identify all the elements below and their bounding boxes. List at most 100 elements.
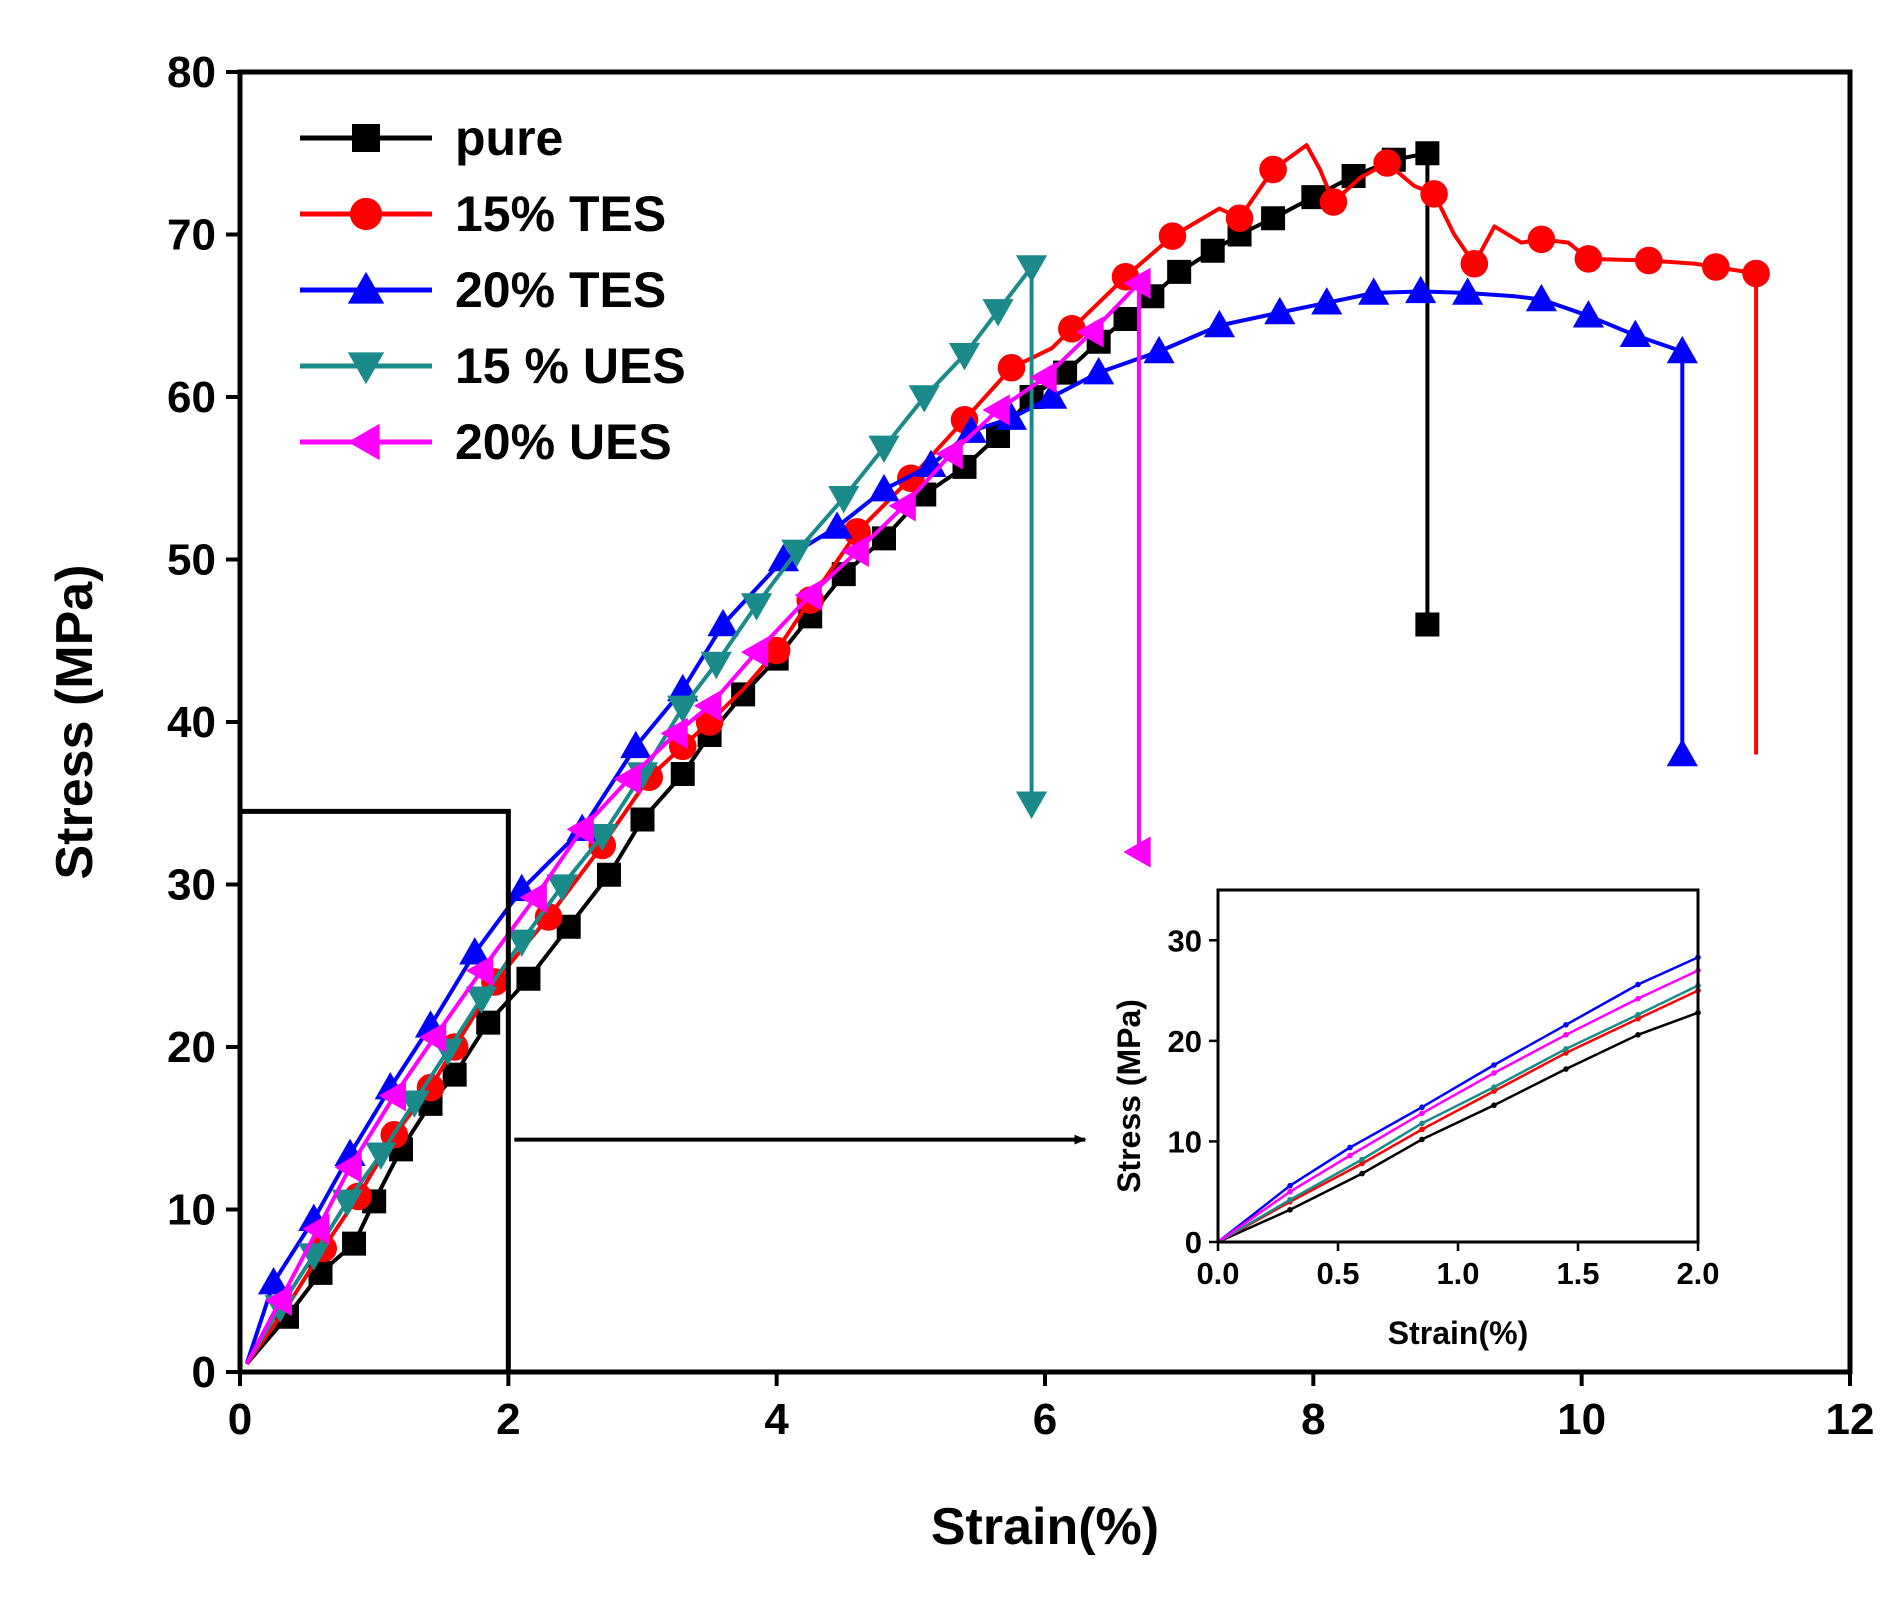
inset-series-line-20-ues [1217, 969, 1699, 1244]
y-axis-label: Stress (MPa) [46, 565, 104, 880]
inset-data-point-20-ues [1491, 1070, 1497, 1076]
data-point-20-tes [995, 402, 1028, 430]
inset-series-line-15-tes [1217, 989, 1699, 1244]
data-point-15-ues [982, 299, 1014, 327]
x-tick-label: 12 [1826, 1395, 1875, 1444]
legend-marker [349, 197, 383, 231]
data-point-20-ues [982, 394, 1010, 426]
inset-data-point-15-ues [1359, 1156, 1365, 1163]
data-point-20-tes [1666, 335, 1698, 364]
legend-label: 15% TES [455, 186, 666, 242]
inset-series-line-20-tes [1217, 956, 1699, 1243]
data-point-15-ues [1015, 255, 1048, 283]
legend-label: 20% UES [455, 414, 672, 470]
x-tick-label: 4 [764, 1395, 789, 1444]
inset-y-tick-label: 0 [1185, 1225, 1202, 1260]
data-point-20-ues [693, 690, 722, 722]
legend-entry-20-tes: 20% TES [300, 262, 666, 318]
data-point-20-ues [465, 955, 494, 987]
data-point-20-ues [841, 535, 869, 567]
data-point-pure [731, 682, 756, 707]
data-point-20-ues [1076, 316, 1104, 348]
data-point-20-ues [1029, 361, 1057, 394]
data-point-pure [872, 526, 896, 551]
data-point-15-tes [1373, 149, 1401, 177]
data-point-15-tes [762, 636, 791, 665]
legend-entry-15-ues: 15 % UES [300, 338, 686, 394]
data-point-20-tes [1572, 300, 1604, 328]
inset-x-axis-label: Strain(%) [1388, 1315, 1528, 1351]
inset-data-point-15-tes [1359, 1160, 1365, 1167]
data-point-20-tes [257, 1267, 290, 1295]
data-point-pure [1167, 259, 1192, 284]
data-point-15-tes [1634, 246, 1663, 275]
data-point-pure [342, 1231, 367, 1256]
legend-entry-15-tes: 15% TES [300, 186, 666, 242]
data-point-15-ues [781, 539, 813, 567]
inset-plot: 0.0 0.5 1.0 1.5 2.0 0 10 20 30 Strain(%) Stress (M… [1111, 888, 1720, 1351]
data-point-20-tes [1358, 277, 1390, 305]
data-point-20-tes [1203, 309, 1236, 338]
data-point-pure [1261, 206, 1286, 231]
data-point-20-tes [821, 511, 853, 539]
data-point-15-tes [1702, 253, 1730, 281]
inset-data-point-pure [1563, 1066, 1569, 1072]
data-point-20-tes [1525, 283, 1558, 312]
inset-data-point-15-tes [1491, 1088, 1497, 1094]
data-point-20-tes [1405, 275, 1437, 304]
data-point-pure [1200, 238, 1225, 263]
data-point-15-ues [331, 1189, 363, 1217]
legend-marker [347, 271, 385, 304]
data-point-20-tes [1311, 287, 1343, 315]
data-point-15-ues [506, 929, 538, 957]
data-point-20-tes [868, 474, 900, 502]
inset-background [1218, 890, 1698, 1242]
y-tick-label: 10 [167, 1186, 216, 1235]
data-point-20-ues [660, 717, 688, 749]
x-tick-label: 2 [496, 1395, 520, 1444]
data-point-20-ues [302, 1213, 330, 1245]
inset-y-tick-label: 30 [1168, 923, 1202, 958]
inset-x-tick-label: 1.5 [1556, 1256, 1599, 1291]
data-point-15-tes [997, 353, 1026, 382]
data-point-20-ues [334, 1151, 362, 1183]
series-20-ues [244, 267, 1151, 1365]
inset-data-point-15-tes [1419, 1126, 1425, 1133]
data-point-pure [630, 807, 655, 832]
data-point-pure [1113, 307, 1138, 331]
inset-data-point-15-tes [1635, 1015, 1641, 1022]
data-point-pure [516, 966, 541, 991]
data-point-15-ues [908, 385, 940, 413]
data-point-20-tes [1666, 738, 1698, 767]
inset-data-point-pure [1359, 1170, 1365, 1177]
y-tick-label: 60 [167, 373, 216, 422]
data-point-15-ues [586, 824, 618, 852]
y-tick-label: 70 [167, 211, 216, 260]
data-point-20-ues [1123, 836, 1151, 868]
inset-data-point-20-tes [1419, 1104, 1425, 1111]
inset-data-point-15-ues [1287, 1196, 1293, 1203]
data-point-15-tes [1460, 249, 1489, 278]
inset-data-point-20-tes [1563, 1021, 1569, 1028]
y-tick-label: 0 [192, 1348, 216, 1397]
data-point-20-tes [1143, 335, 1175, 364]
data-point-pure [1415, 612, 1440, 637]
legend-marker [352, 124, 380, 152]
data-point-20-tes [1036, 381, 1068, 409]
data-point-20-tes [459, 937, 491, 965]
data-point-20-tes [1452, 277, 1484, 305]
inset-frame [1216, 888, 1700, 1244]
data-point-20-tes [1264, 296, 1296, 325]
inset-data-point-15-ues [1419, 1120, 1425, 1127]
data-point-20-tes [1083, 357, 1115, 385]
data-point-15-ues [398, 1090, 431, 1118]
inset-data-point-pure [1491, 1102, 1497, 1109]
x-tick-label: 0 [228, 1395, 252, 1444]
legend-label: 15 % UES [455, 338, 686, 394]
legend-entry-20-ues: 20% UES [300, 414, 672, 470]
data-point-15-ues [465, 986, 498, 1014]
inset-data-point-20-ues [1347, 1152, 1353, 1159]
data-point-15-tes [1574, 245, 1603, 273]
inset-data-point-15-tes [1563, 1050, 1569, 1056]
